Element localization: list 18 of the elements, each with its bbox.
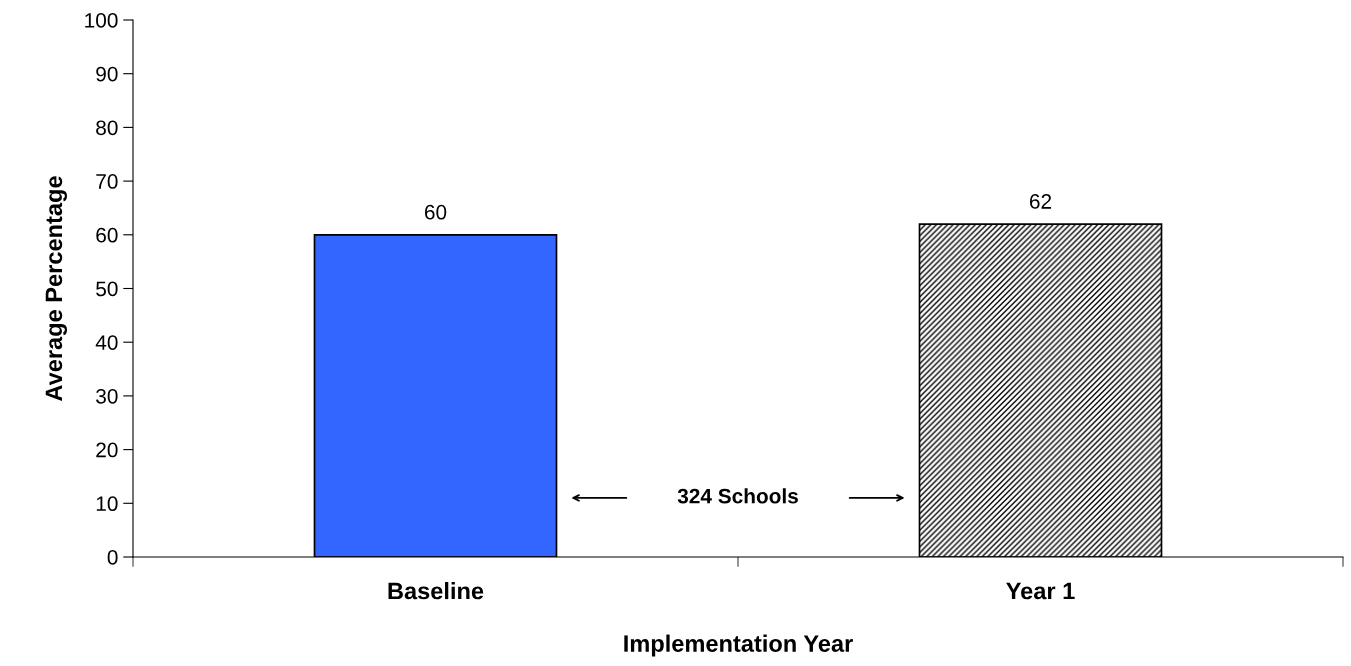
- x-tick-label: Year 1: [1006, 582, 1075, 600]
- y-tick-label: 70: [96, 174, 118, 189]
- y-tick-label: 0: [107, 550, 118, 565]
- data-label: 60: [424, 204, 447, 220]
- data-label: 62: [1029, 194, 1052, 209]
- y-tick-label: 60: [96, 227, 118, 243]
- y-tick-label: 10: [96, 496, 118, 512]
- y-tick-label: 40: [95, 335, 118, 350]
- y-axis-title: Average Percentage: [45, 176, 67, 401]
- x-axis-title: Implementation Year: [624, 634, 853, 657]
- y-tick-label: 50: [96, 281, 118, 297]
- y-tick-label: 30: [96, 388, 118, 404]
- annotation: 324 Schools: [677, 488, 798, 504]
- y-tick-label: 100: [85, 13, 118, 28]
- y-tick-label: 90: [96, 66, 118, 82]
- y-tick-label: 20: [96, 442, 118, 458]
- x-tick-label: Baseline: [388, 582, 484, 600]
- y-tick-label: 80: [96, 120, 118, 136]
